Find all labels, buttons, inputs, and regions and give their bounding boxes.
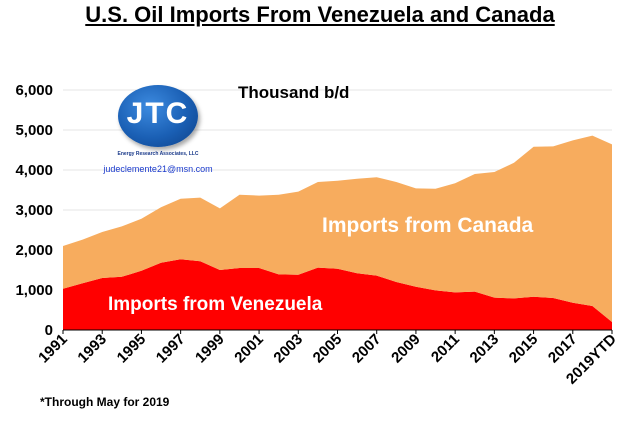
y-tick-label: 2,000 bbox=[15, 242, 53, 259]
chart-title: U.S. Oil Imports From Venezuela and Cana… bbox=[85, 2, 555, 27]
x-tick-label: 1999 bbox=[192, 331, 228, 367]
y-tick-label: 3,000 bbox=[15, 202, 53, 219]
x-tick-label: 1995 bbox=[114, 331, 150, 367]
y-tick-label: 6,000 bbox=[15, 82, 53, 99]
x-tick-label: 2007 bbox=[349, 331, 385, 367]
y-tick-label: 4,000 bbox=[15, 162, 53, 179]
unit-label: Thousand b/d bbox=[238, 83, 349, 102]
canada-area-label: Imports from Canada bbox=[322, 214, 534, 237]
y-tick-label: 1,000 bbox=[15, 282, 53, 299]
footnote: *Through May for 2019 bbox=[40, 395, 170, 409]
logo-email: judeclemente21@msn.com bbox=[103, 164, 213, 174]
series-areas bbox=[63, 135, 612, 330]
logo-oval bbox=[118, 85, 198, 147]
jtc-logo: JTC Energy Research Associates, LLC jude… bbox=[100, 85, 230, 185]
logo-subtitle: Energy Research Associates, LLC bbox=[117, 151, 199, 157]
venezuela-area-label: Imports from Venezuela bbox=[108, 294, 323, 315]
x-tick-label: 2005 bbox=[310, 331, 346, 367]
x-axis-ticks: 1991 1993 1995 1997 1999 2001 2003 2005 2007 2009… bbox=[35, 330, 620, 388]
x-tick-label: 2001 bbox=[231, 331, 267, 367]
x-tick-label: 2009 bbox=[388, 331, 424, 367]
x-tick-label: 1993 bbox=[74, 331, 110, 367]
x-tick-label: 1997 bbox=[153, 331, 189, 367]
y-axis-ticks: 6,000 5,000 4,000 3,000 2,000 1,000 0 bbox=[15, 82, 53, 339]
x-tick-label: 2017 bbox=[545, 331, 581, 367]
x-tick-label: 2013 bbox=[467, 331, 503, 367]
x-tick-label: 2011 bbox=[428, 331, 463, 366]
x-tick-label: 1991 bbox=[35, 331, 71, 367]
area-series-venezuela bbox=[63, 259, 612, 330]
y-tick-label: 5,000 bbox=[15, 122, 53, 139]
y-tick-label: 0 bbox=[45, 322, 53, 339]
x-tick-label: 2003 bbox=[270, 331, 306, 367]
logo-text: JTC bbox=[126, 97, 190, 130]
area-series-canada bbox=[63, 135, 612, 322]
x-tick-label: 2015 bbox=[506, 331, 542, 367]
